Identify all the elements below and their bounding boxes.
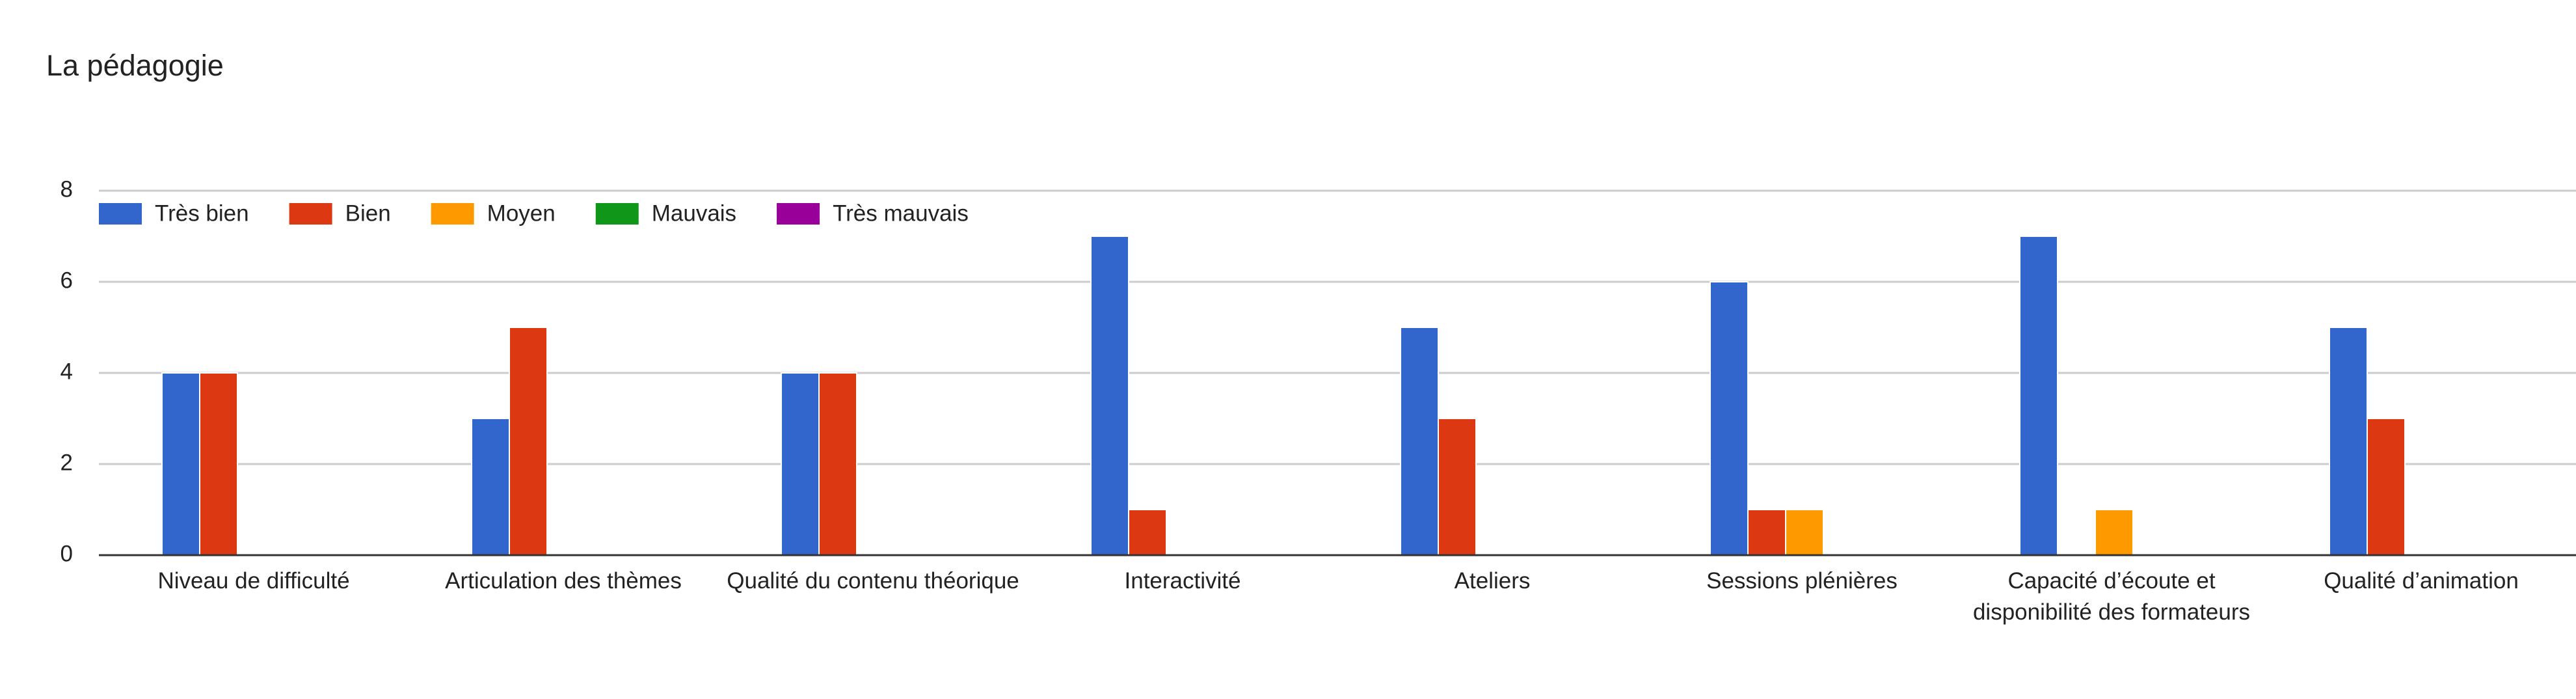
x-tick-label: Articulation des thèmes (445, 568, 682, 594)
x-tick-label: Ateliers (1454, 568, 1531, 594)
chart-title: La pédagogie (46, 49, 224, 82)
bar (471, 418, 510, 556)
legend-label: Moyen (487, 200, 556, 226)
y-tick-label: 2 (60, 450, 73, 475)
legend-label: Mauvais (652, 200, 736, 226)
bar (1128, 509, 1167, 556)
x-tick-label: Qualité d’animation (2324, 568, 2519, 594)
x-tick-label: Interactivité (1124, 568, 1241, 594)
y-tick-label: 6 (60, 267, 73, 293)
y-tick-label: 8 (60, 176, 73, 202)
x-tick-label: Niveau de difficulté (157, 568, 350, 594)
bar (1785, 509, 1824, 556)
x-tick-label: Qualité du contenu théorique (727, 568, 1019, 594)
bar (1090, 236, 1129, 556)
legend-swatch (431, 203, 474, 225)
legend-swatch (595, 203, 639, 225)
bar (781, 372, 820, 556)
legend-label: Bien (345, 200, 391, 226)
legend-swatch (289, 203, 332, 225)
bar (2019, 236, 2058, 556)
bar (199, 372, 238, 556)
bar (1438, 418, 1477, 556)
bar (818, 372, 857, 556)
legend-label: Très mauvais (833, 200, 969, 226)
y-tick-label: 4 (60, 359, 73, 384)
bar (1400, 327, 1439, 556)
bar (1747, 509, 1786, 556)
legend-label: Très bien (155, 200, 249, 226)
bar (2095, 509, 2134, 556)
bar (161, 372, 200, 556)
bar (2367, 418, 2406, 556)
y-tick-label: 0 (60, 541, 73, 566)
x-tick-label: Sessions plénières (1706, 568, 1898, 594)
bar (509, 327, 548, 556)
bar (2329, 327, 2368, 556)
bar (1710, 281, 1749, 556)
x-tick-label: Capacité d’écoute et disponibilité des f… (1972, 568, 2251, 625)
legend-swatch (99, 203, 142, 225)
legend-swatch (777, 203, 820, 225)
